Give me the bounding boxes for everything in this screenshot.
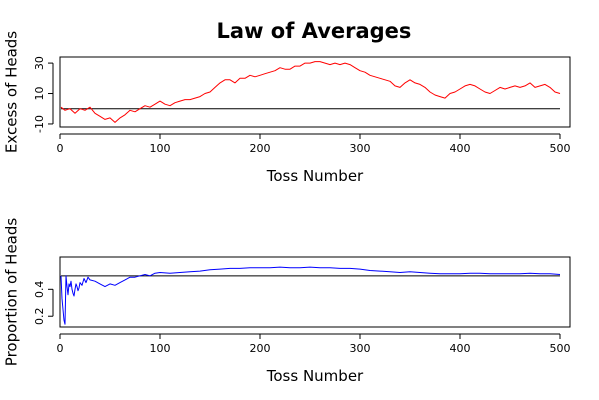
excess-heads-x-tick-label: 0 bbox=[57, 142, 64, 155]
excess-heads-y-tick-label: -10 bbox=[33, 115, 46, 133]
proportion-heads-y-tick-label: 0.2 bbox=[33, 307, 46, 325]
proportion-heads-plot-box bbox=[59, 256, 571, 328]
proportion-heads-x-tick-label: 200 bbox=[250, 342, 271, 355]
excess-heads-plot-box bbox=[59, 56, 571, 128]
figure-title: Law of Averages bbox=[217, 19, 412, 43]
excess-heads-x-axis-title: Toss Number bbox=[266, 167, 364, 185]
proportion-heads-x-tick-label: 300 bbox=[350, 342, 371, 355]
excess-heads-series-line bbox=[60, 61, 561, 123]
excess-heads-panel: 0 100 200 300 400 500 -10 10 30 Toss Number Excess… bbox=[3, 31, 571, 185]
proportion-heads-x-tick-label: 500 bbox=[550, 342, 571, 355]
proportion-heads-y-tick-label: 0.4 bbox=[33, 281, 46, 299]
proportion-heads-panel: 0 100 200 300 400 500 0.2 0.4 Toss Number Proport… bbox=[3, 218, 571, 385]
proportion-heads-y-axis-title: Proportion of Heads bbox=[3, 218, 21, 367]
proportion-heads-x-tick-label: 400 bbox=[450, 342, 471, 355]
proportion-heads-x-tick-label: 100 bbox=[150, 342, 171, 355]
proportion-heads-x-tick-label: 0 bbox=[57, 342, 64, 355]
excess-heads-x-tick-label: 200 bbox=[250, 142, 271, 155]
excess-heads-x-tick-label: 500 bbox=[550, 142, 571, 155]
excess-heads-y-tick-label: 10 bbox=[33, 87, 46, 101]
excess-heads-y-tick-label: 30 bbox=[33, 56, 46, 70]
proportion-heads-x-axis-title: Toss Number bbox=[266, 367, 364, 385]
excess-heads-x-tick-label: 100 bbox=[150, 142, 171, 155]
excess-heads-y-axis-title: Excess of Heads bbox=[3, 31, 21, 153]
excess-heads-x-tick-label: 400 bbox=[450, 142, 471, 155]
excess-heads-x-tick-label: 300 bbox=[350, 142, 371, 155]
proportion-heads-series-line bbox=[60, 266, 561, 325]
